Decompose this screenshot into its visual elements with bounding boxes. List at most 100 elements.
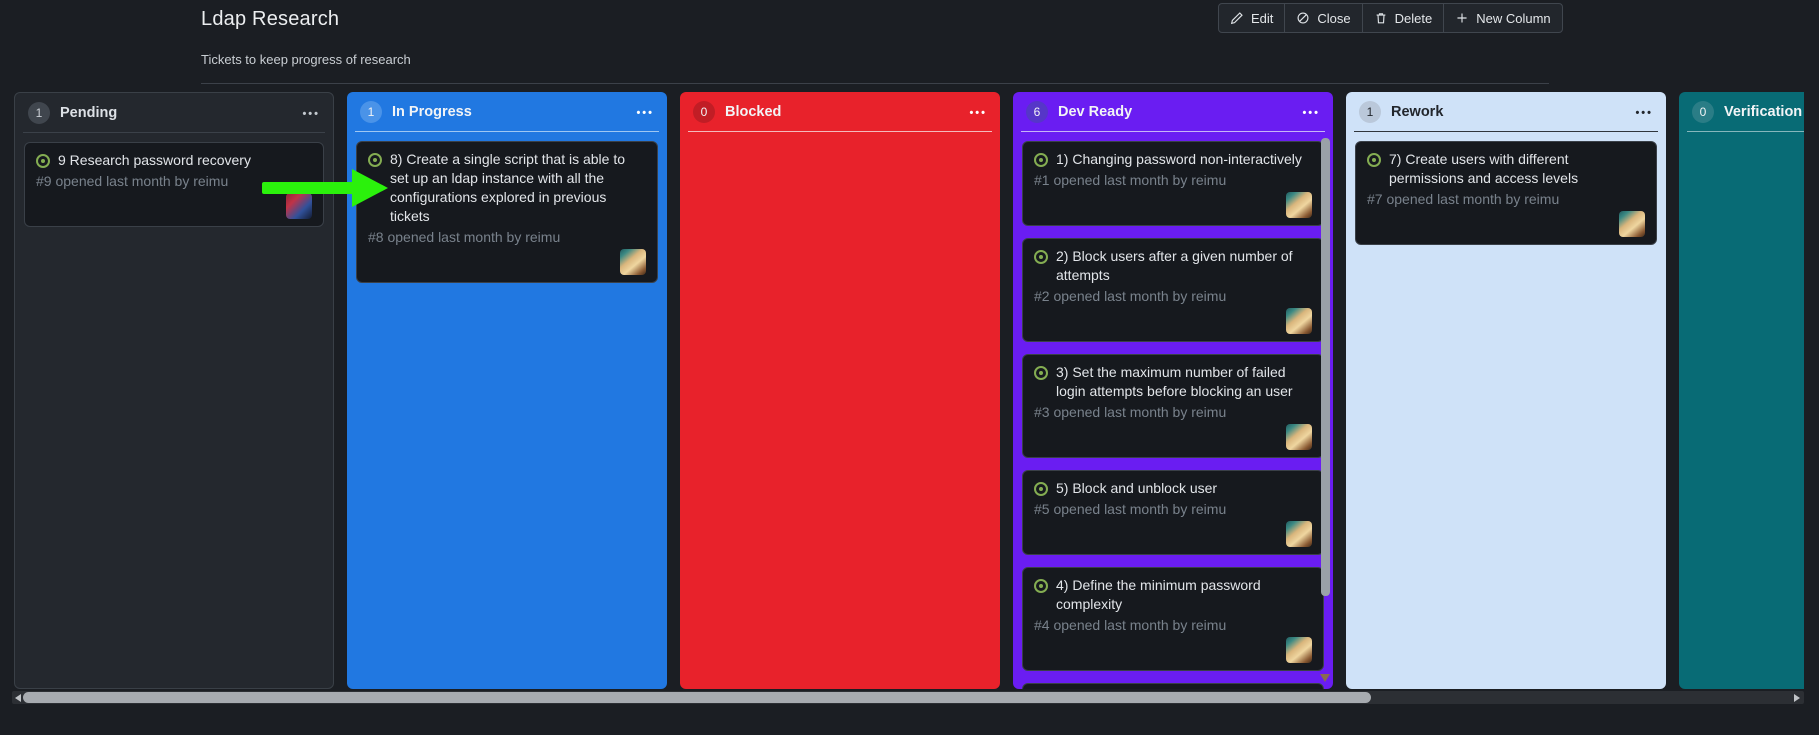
avatar [620,249,646,275]
open-issue-icon [1034,250,1048,264]
column-menu-icon[interactable] [1302,104,1320,120]
issue-meta: #5 opened last month by reimu [1034,501,1227,517]
avatar [286,193,312,219]
column-name: Rework [1391,104,1444,120]
close-button[interactable]: Close [1284,4,1361,32]
column-count-badge: 0 [1692,101,1714,123]
project-toolbar: Edit Close Delete New Column [1218,3,1563,33]
column-count-badge: 1 [28,102,50,124]
avatar [1286,308,1312,334]
column-name: In Progress [392,104,472,120]
issue-title: 3) Set the maximum number of failed logi… [1056,364,1293,399]
column-scroll-down-arrow-icon[interactable] [1320,674,1330,682]
column-header: 1 Pending [15,93,333,132]
button-label: New Column [1476,10,1551,26]
column-header-divider [1687,131,1804,132]
avatar [1619,211,1645,237]
horizontal-scrollbar-thumb[interactable] [23,692,1371,703]
column-name: Pending [60,105,118,121]
kanban-board: 1 Pending 9 Research password recovery #… [14,92,1804,689]
column-menu-icon[interactable] [1635,104,1653,120]
open-issue-icon [1034,579,1048,593]
column-in-progress: 1 In Progress 8) Create a single script … [347,92,667,689]
edit-button[interactable]: Edit [1219,4,1284,32]
column-name: Verification [1724,104,1803,120]
column-header-divider [1354,131,1658,132]
issue-card[interactable]: 4) Define the minimum password complexit… [1022,567,1324,671]
column-header-divider [1021,131,1325,132]
issue-title: 7) Create users with different permissio… [1389,151,1579,186]
scroll-right-arrow-icon[interactable] [1794,694,1800,702]
button-label: Edit [1251,10,1274,26]
column-menu-icon[interactable] [636,104,654,120]
column-dev-ready: 6 Dev Ready 1) Changing password non-int… [1013,92,1333,689]
avatar [1286,424,1312,450]
column-rework: 1 Rework 7) Create users with different … [1346,92,1666,689]
column-count-badge: 6 [1026,101,1048,123]
delete-button[interactable]: Delete [1361,4,1444,32]
page-subtitle: Tickets to keep progress of research [201,52,411,67]
issue-meta: #4 opened last month by reimu [1034,617,1227,633]
issue-meta: #2 opened last month by reimu [1034,288,1227,304]
avatar [1286,521,1312,547]
issue-card[interactable]: 9 Research password recovery #9 opened l… [24,142,324,227]
column-cards-area: 7) Create users with different permissio… [1346,132,1666,689]
trash-icon [1376,13,1386,24]
column-cards-area: 1) Changing password non-interactively #… [1013,132,1333,689]
button-label: Close [1317,10,1351,26]
header-divider [201,83,1549,84]
new-column-button[interactable]: New Column [1443,4,1561,32]
issue-card[interactable]: 3) Set the maximum number of failed logi… [1022,354,1324,458]
column-header-divider [355,131,659,132]
column-header: 0 Blocked [680,92,1000,131]
issue-card[interactable]: 7) Create users with different permissio… [1355,141,1657,245]
issue-title: 5) Block and unblock user [1056,480,1218,496]
issue-card[interactable]: 5) Block and unblock user #5 opened last… [1022,470,1324,555]
issue-card-partial[interactable] [1022,683,1324,689]
avatar [1286,192,1312,218]
issue-title: 4) Define the minimum password complexit… [1056,577,1261,612]
column-verification: 0 Verification [1679,92,1804,689]
pencil-icon [1230,12,1243,25]
plus-icon [1457,13,1467,23]
column-cards-area [1679,132,1804,689]
issue-title: 8) Create a single script that is able t… [390,151,626,224]
open-issue-icon [1034,366,1048,380]
column-header: 0 Verification [1679,92,1804,131]
issue-title: 1) Changing password non-interactively [1056,151,1302,167]
column-menu-icon[interactable] [302,105,320,121]
button-label: Delete [1394,10,1433,26]
column-count-badge: 0 [693,101,715,123]
scroll-left-arrow-icon[interactable] [15,694,21,702]
issue-meta: #1 opened last month by reimu [1034,172,1227,188]
issue-title: 9 Research password recovery [58,152,251,168]
issue-card[interactable]: 2) Block users after a given number of a… [1022,238,1324,342]
column-count-badge: 1 [1359,101,1381,123]
issue-card[interactable]: 1) Changing password non-interactively #… [1022,141,1324,226]
column-header-divider [688,131,992,132]
page-title: Ldap Research [201,8,340,30]
column-scrollbar-thumb[interactable] [1321,138,1330,596]
issue-title: 2) Block users after a given number of a… [1056,248,1293,283]
column-cards-area [680,132,1000,689]
issue-meta: #9 opened last month by reimu [36,173,229,189]
open-issue-icon [1034,482,1048,496]
avatar [1286,637,1312,663]
column-cards-area: 9 Research password recovery #9 opened l… [15,133,333,688]
column-count-badge: 1 [360,101,382,123]
issue-meta: #8 opened last month by reimu [368,229,561,245]
horizontal-scrollbar[interactable] [12,691,1804,704]
circle-slash-icon [1297,12,1309,24]
issue-meta: #3 opened last month by reimu [1034,404,1227,420]
open-issue-icon [1367,153,1381,167]
column-header: 6 Dev Ready [1013,92,1333,131]
column-header-divider [23,132,325,133]
open-issue-icon [36,154,50,168]
column-pending: 1 Pending 9 Research password recovery #… [14,92,334,689]
issue-meta: #7 opened last month by reimu [1367,191,1560,207]
column-header: 1 In Progress [347,92,667,131]
issue-card[interactable]: 8) Create a single script that is able t… [356,141,658,283]
column-header: 1 Rework [1346,92,1666,131]
column-cards-area: 8) Create a single script that is able t… [347,132,667,689]
column-menu-icon[interactable] [969,104,987,120]
